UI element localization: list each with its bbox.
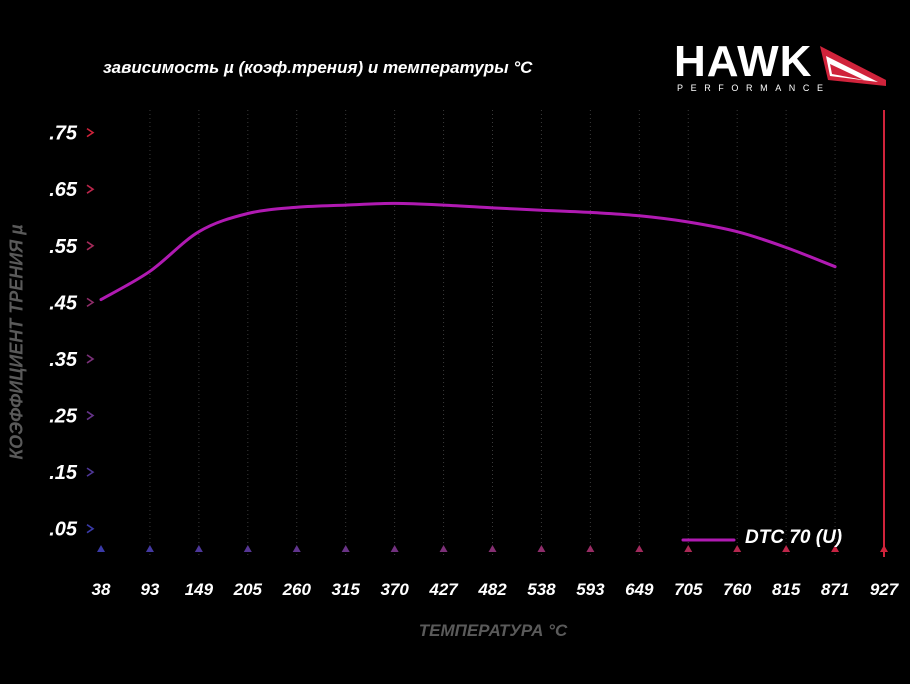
y-axis-label: КОЭФФИЦИЕНТ ТРЕНИЯ µ [6,224,27,460]
x-tick-label: 927 [870,580,900,599]
y-tick-label: .25 [49,406,78,428]
x-tick-label: 538 [527,580,556,599]
x-tick-label: 38 [92,580,111,599]
x-tick-marker [635,545,644,552]
x-tick-marker [194,545,203,552]
logo-wing-icon [820,46,886,86]
x-tick-label: 649 [625,580,654,599]
x-tick-label: 205 [233,580,263,599]
y-tick-marker [86,354,95,364]
y-tick-marker [86,241,95,251]
x-tick-label: 260 [282,580,312,599]
x-tick-marker [831,545,840,552]
x-tick-marker [488,545,497,552]
y-tick-marker [86,410,95,421]
x-tick-marker [390,545,399,552]
logo-subtitle: PERFORMANCE [677,83,831,93]
x-tick-marker [243,545,252,552]
y-tick-label: .05 [49,519,78,541]
y-tick-label: .15 [49,462,78,484]
x-tick-label: 815 [772,580,801,599]
x-axis-label: ТЕМПЕРАТУРА °C [418,621,568,640]
x-tick-label: 315 [332,580,361,599]
x-tick-label: 370 [380,580,409,599]
logo-word: HAWK [674,37,813,86]
x-tick-label: 427 [428,580,459,599]
x-tick-label: 871 [821,580,849,599]
x-tick-label: 593 [576,580,605,599]
x-tick-marker [439,545,448,552]
x-tick-marker [341,545,350,552]
x-tick-marker [782,545,791,552]
x-tick-marker [292,545,301,552]
x-tick-label: 705 [674,580,703,599]
x-tick-label: 482 [477,580,507,599]
x-tick-marker [97,545,105,552]
y-tick-marker [86,184,95,194]
hawk-logo: HAWK PERFORMANCE [674,40,889,100]
x-tick-marker [880,545,888,552]
chart-title: зависимость µ (коэф.трения) и температур… [103,58,533,77]
x-tick-marker [684,545,693,552]
x-tick-marker [733,545,742,552]
x-tick-label: 760 [723,580,752,599]
y-tick-label: .65 [49,179,78,201]
y-tick-label: .35 [49,349,78,371]
y-tick-label: .55 [49,236,78,258]
y-tick-marker [86,297,95,308]
x-tick-marker [537,545,546,552]
y-tick-label: .75 [49,123,78,145]
y-tick-marker [86,467,95,477]
y-tick-label: .45 [49,292,78,314]
x-tick-label: 93 [140,580,159,599]
y-tick-marker [86,127,95,138]
y-tick-marker [86,524,95,534]
x-tick-marker [145,545,154,552]
legend-series-label: DTC 70 (U) [745,527,843,548]
x-tick-label: 149 [185,580,214,599]
series-line-dtc70 [99,201,837,302]
x-tick-marker [586,545,595,552]
